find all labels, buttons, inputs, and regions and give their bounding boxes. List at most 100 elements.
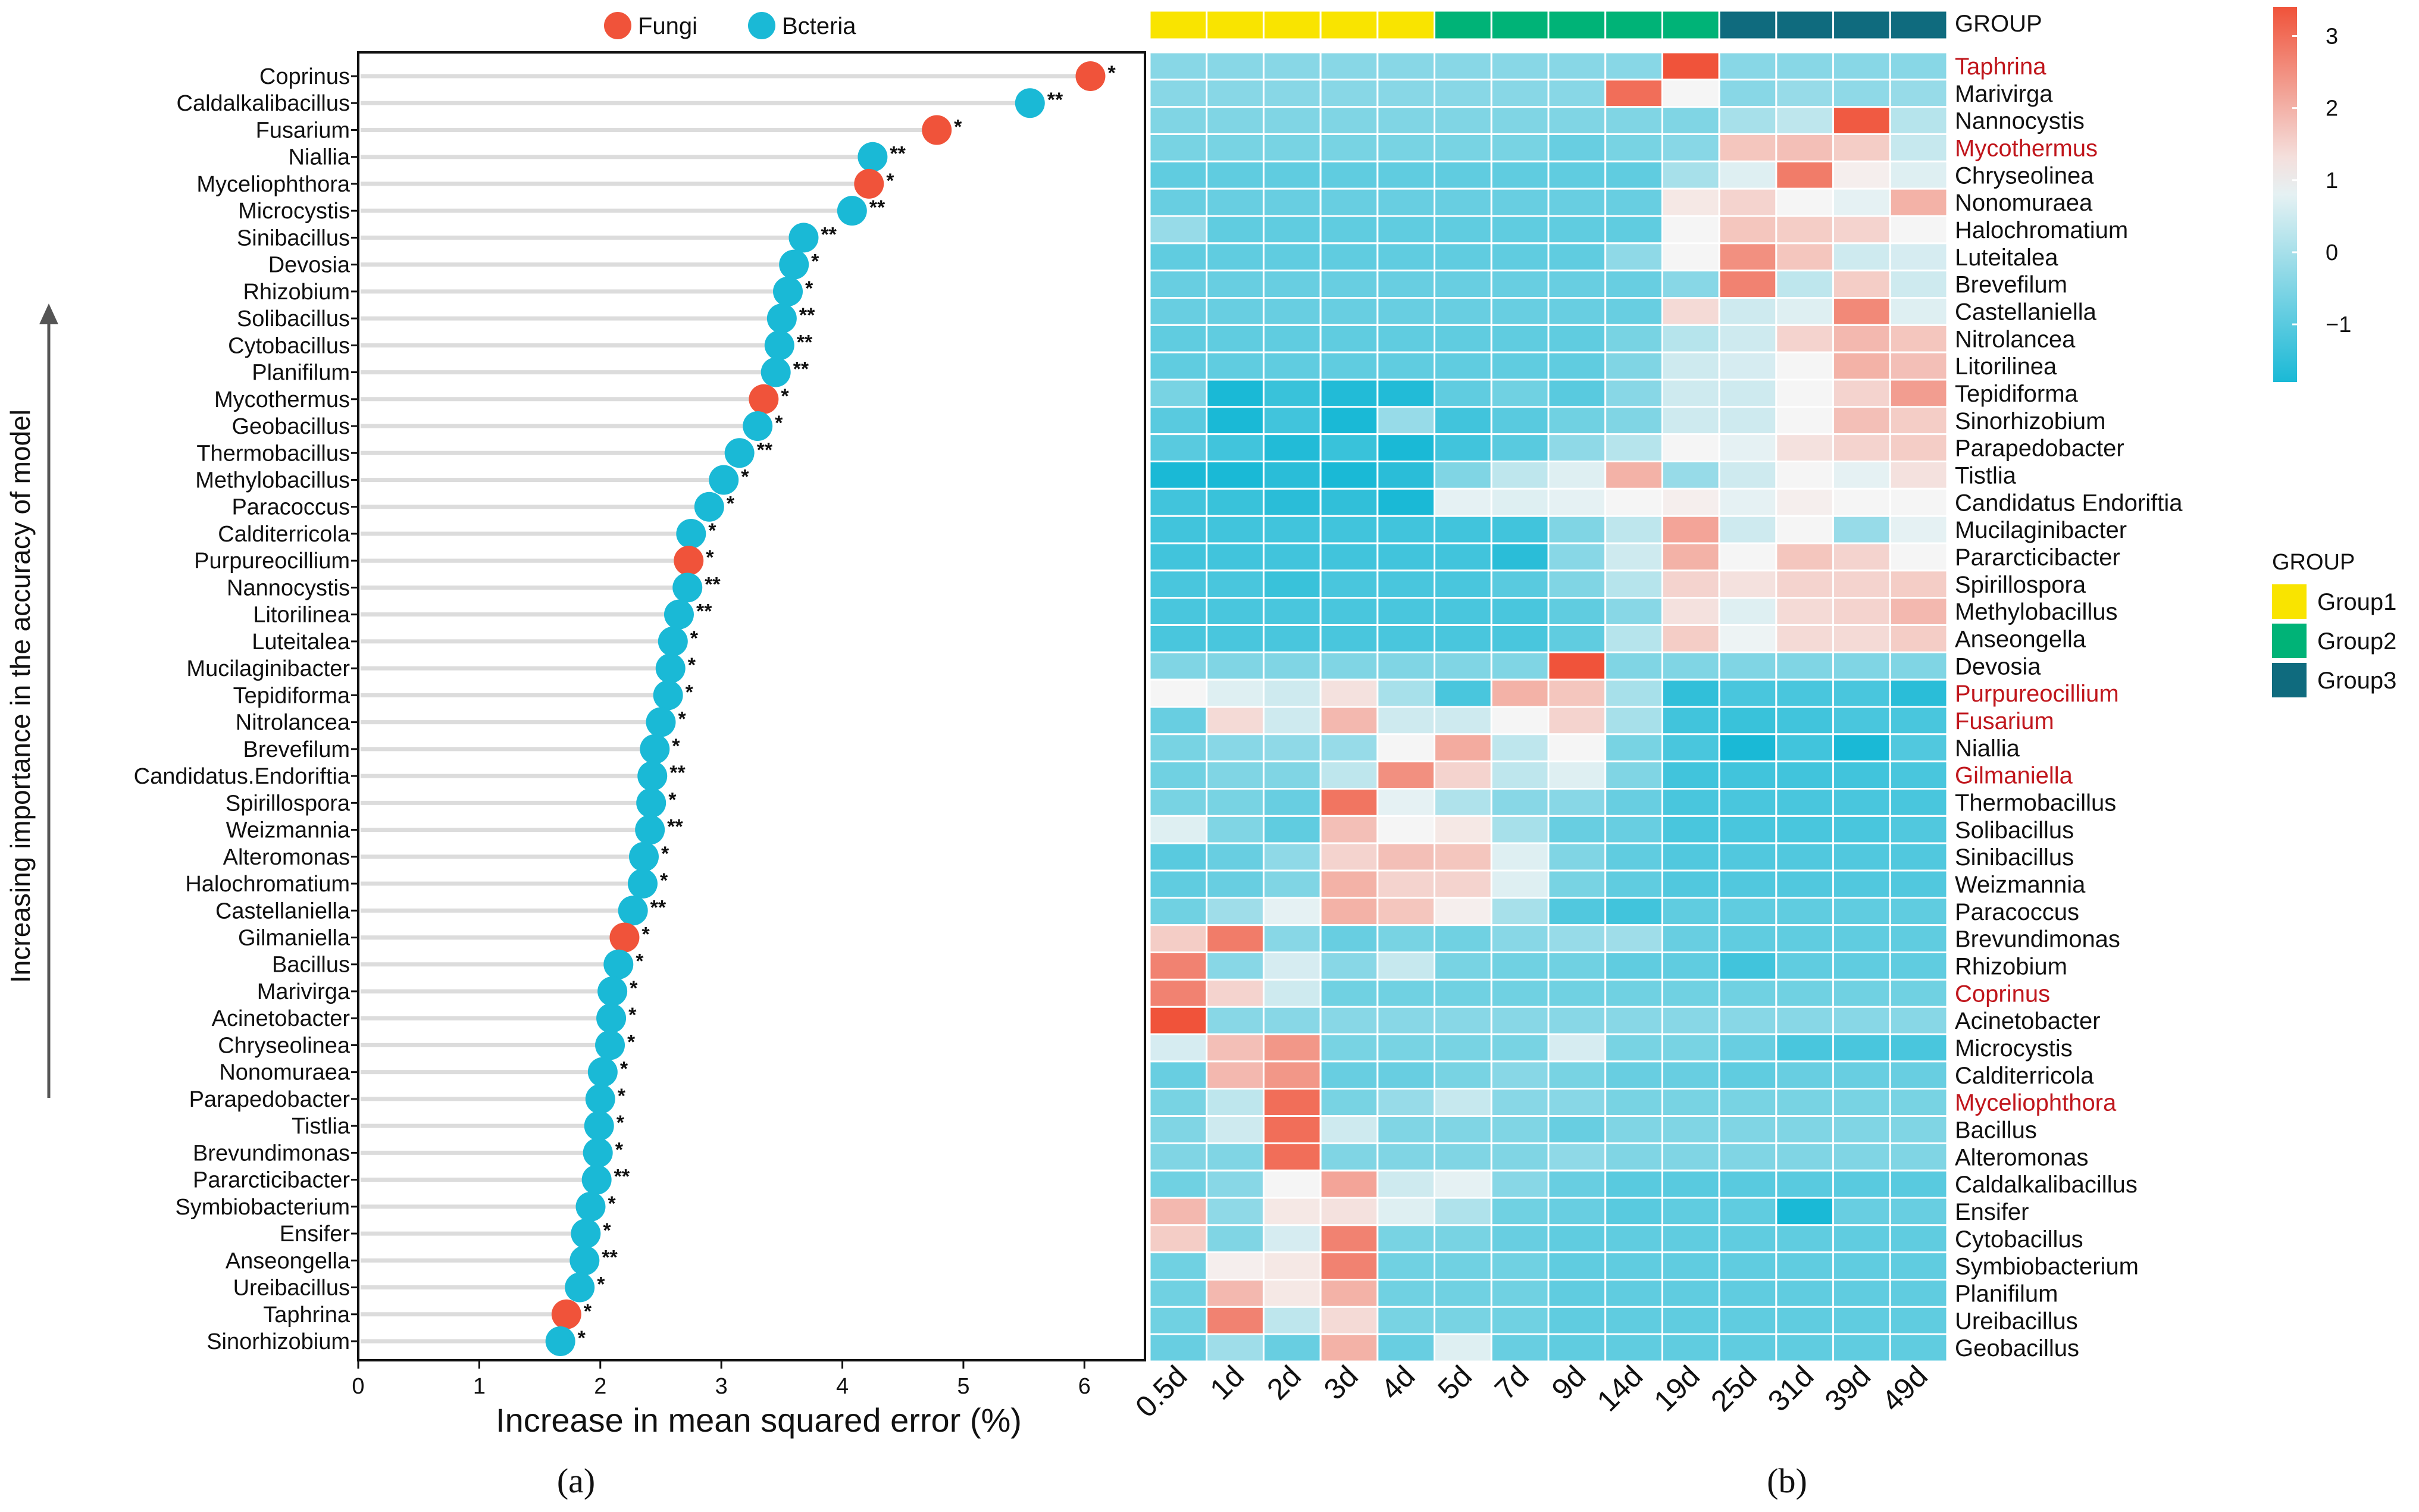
heatmap-cell <box>1604 1060 1663 1090</box>
heatmap-cell <box>1775 597 1835 627</box>
y-tick-label: Coprinus <box>259 64 350 89</box>
heatmap-cell <box>1490 733 1550 763</box>
heatmap-cell <box>1775 106 1835 136</box>
panel-label-a: (a) <box>557 1461 595 1500</box>
heatmap-cells <box>1149 51 1948 1363</box>
heatmap-cell <box>1832 187 1891 217</box>
heatmap-cell <box>1547 678 1607 708</box>
y-tick-label: Fusarium <box>256 118 350 143</box>
heatmap-cell <box>1376 651 1436 681</box>
dot-acinetobacter <box>596 1003 627 1034</box>
row-label: Symbiobacterium <box>1955 1254 2139 1280</box>
heatmap-cell <box>1661 1169 1720 1199</box>
heatmap-cell <box>1206 651 1265 681</box>
row-label: Spirillospora <box>1955 572 2086 598</box>
y-tick-labels: CoprinusCaldalkalibacillusFusariumNialli… <box>134 64 358 1354</box>
heatmap-cell <box>1547 1060 1607 1090</box>
dot-caldalkalibacillus <box>1015 88 1045 118</box>
legend-swatch-fungi <box>604 12 631 39</box>
heatmap-cell <box>1490 706 1550 735</box>
heatmap-cell <box>1434 351 1492 381</box>
y-tick-label: Mycothermus <box>214 387 350 412</box>
dot-thermobacillus <box>724 438 755 468</box>
heatmap-cell <box>1319 1115 1379 1144</box>
heatmap-cell <box>1832 433 1891 463</box>
heatmap-cell <box>1206 1006 1265 1035</box>
heatmap-cell <box>1262 160 1322 190</box>
heatmap-cell <box>1604 1115 1663 1144</box>
dot-solibacillus <box>766 303 797 334</box>
heatmap-cell <box>1661 324 1720 353</box>
heatmap-cell <box>1490 678 1550 708</box>
heatmap-cell <box>1775 678 1835 708</box>
heatmap-cell <box>1718 461 1778 490</box>
sig-marker: * <box>886 170 894 192</box>
group-cell-group1 <box>1149 10 1208 40</box>
y-tick-label: Luteitalea <box>252 630 351 655</box>
heatmap-cell <box>1832 978 1891 1008</box>
heatmap-cell <box>1262 324 1322 353</box>
heatmap-cell <box>1149 815 1208 844</box>
heatmap-cell <box>1775 133 1835 162</box>
heatmap-cell <box>1832 624 1891 653</box>
heatmap-cell <box>1604 706 1663 735</box>
group-cell-group3 <box>1832 10 1891 40</box>
heatmap-cell <box>1832 597 1891 627</box>
y-tick-label: Parapedobacter <box>189 1087 351 1112</box>
heatmap-cell <box>1490 242 1550 272</box>
heatmap-cell <box>1718 678 1778 708</box>
heatmap-cell <box>1319 297 1379 326</box>
heatmap-cell <box>1490 406 1550 436</box>
column-label: 7d <box>1488 1359 1535 1406</box>
heatmap-cell <box>1376 951 1436 981</box>
heatmap-cell <box>1889 160 1948 190</box>
heatmap-cell <box>1434 1279 1492 1308</box>
heatmap-cell <box>1319 1169 1379 1199</box>
colorbar-tick-label: 3 <box>2326 24 2338 49</box>
heatmap-cell <box>1376 215 1436 245</box>
heatmap-cell <box>1376 487 1436 517</box>
heatmap-cell <box>1490 924 1550 953</box>
heatmap-cell <box>1604 487 1663 517</box>
heatmap-cell <box>1434 1142 1492 1172</box>
heatmap-cell <box>1319 842 1379 872</box>
row-label: Pararcticibacter <box>1955 544 2120 571</box>
heatmap-cell <box>1434 706 1492 735</box>
heatmap-cell <box>1604 924 1663 953</box>
heatmap-cell <box>1206 1197 1265 1226</box>
heatmap-cell <box>1775 1088 1835 1117</box>
heatmap-cell <box>1718 242 1778 272</box>
heatmap-cell <box>1775 1033 1835 1063</box>
heatmap-cell <box>1832 651 1891 681</box>
heatmap-cell <box>1434 924 1492 953</box>
heatmap-cell <box>1832 515 1891 544</box>
heatmap-cell <box>1718 978 1778 1008</box>
heatmap-cell <box>1319 324 1379 353</box>
column-label: 14d <box>1591 1359 1650 1418</box>
heatmap-cell <box>1604 815 1663 844</box>
heatmap-cell <box>1547 515 1607 544</box>
group-bar-title: GROUP <box>1955 11 2042 37</box>
heatmap-cell <box>1661 651 1720 681</box>
column-label: 9d <box>1545 1359 1592 1406</box>
heatmap-cell <box>1604 79 1663 108</box>
heatmap-cell <box>1661 242 1720 272</box>
y-tick-label: Marivirga <box>257 979 351 1004</box>
heatmap-cell <box>1718 79 1778 108</box>
heatmap-cell <box>1775 406 1835 436</box>
dot-bacillus <box>603 949 634 979</box>
x-axis-title: Increase in mean squared error (%) <box>496 1401 1022 1439</box>
column-label: 2d <box>1260 1359 1307 1406</box>
heatmap-cell <box>1547 842 1607 872</box>
heatmap-cell <box>1775 1169 1835 1199</box>
heatmap-cell <box>1604 187 1663 217</box>
heatmap-cell <box>1604 51 1663 81</box>
heatmap-cell <box>1434 187 1492 217</box>
heatmap-cell <box>1832 51 1891 81</box>
heatmap-cell <box>1376 1251 1436 1281</box>
heatmap-cell <box>1832 1060 1891 1090</box>
heatmap-cell <box>1775 815 1835 844</box>
heatmap-cell <box>1434 270 1492 299</box>
heatmap-cell <box>1661 1115 1720 1144</box>
heatmap-cell <box>1319 1088 1379 1117</box>
